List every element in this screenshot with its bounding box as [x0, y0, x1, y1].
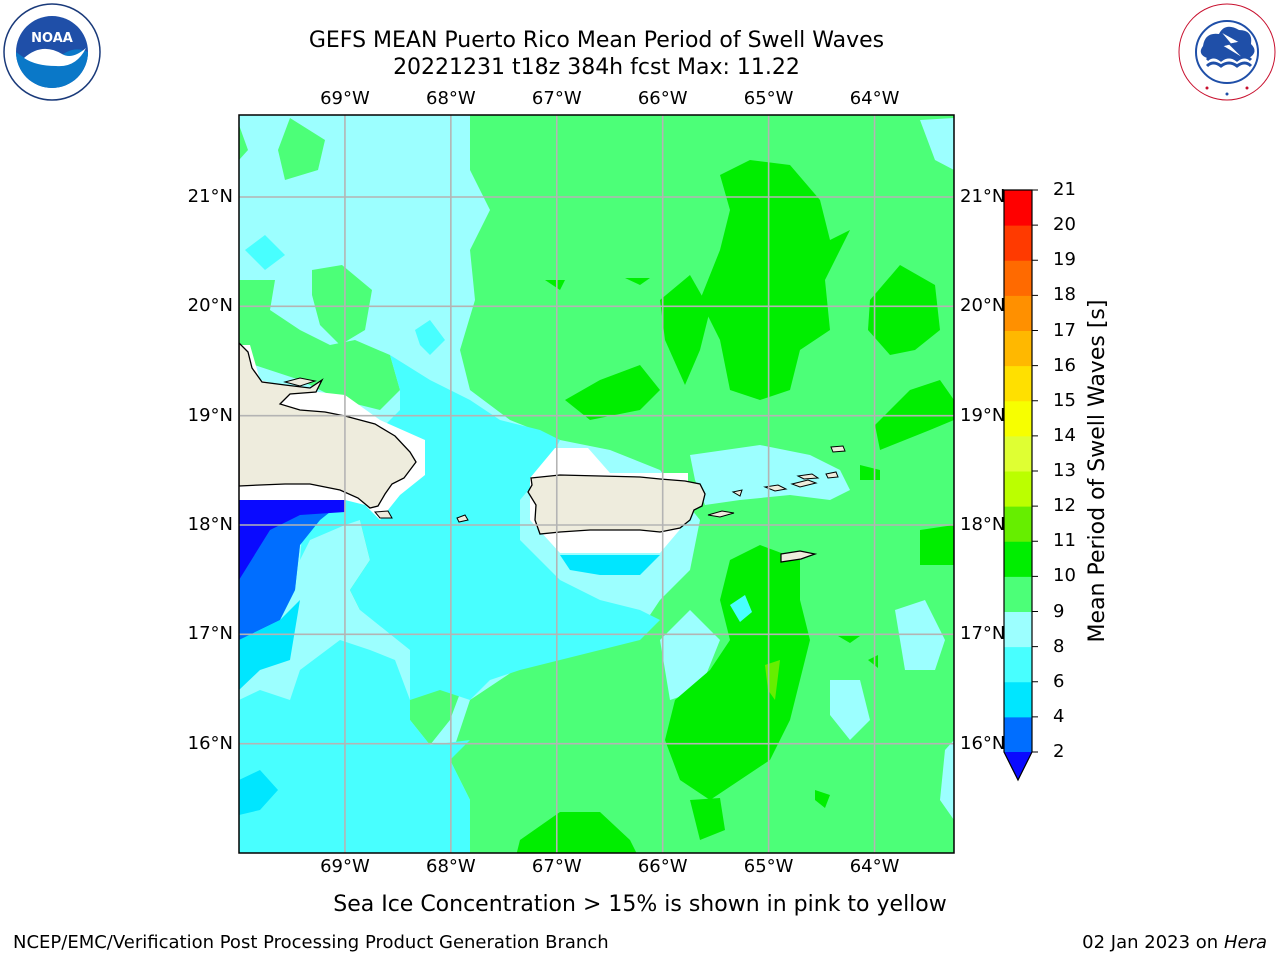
colorbar-bin: [1004, 225, 1032, 261]
colorbar-tick-label: 12: [1053, 495, 1076, 517]
map-frame: [238, 114, 955, 854]
producer-credit: NCEP/EMC/Verification Post Processing Pr…: [13, 932, 609, 953]
colorbar-bin: [1004, 471, 1032, 507]
colorbar-bin: [1004, 365, 1032, 402]
colorbar-tick-label: 10: [1053, 565, 1076, 587]
nws-logo-icon: [1178, 3, 1276, 101]
longitude-tick-top: 68°W: [425, 88, 476, 109]
hispaniola-land: [239, 342, 417, 509]
colorbar-bin: [1004, 190, 1032, 226]
colorbar-tick-label: 21: [1053, 179, 1076, 200]
colorbar-tick-label: 9: [1053, 600, 1065, 622]
longitude-tick-top: 69°W: [320, 88, 370, 109]
colorbar-bin: [1004, 576, 1032, 612]
colorbar-tick-label: 20: [1053, 214, 1076, 236]
colorbar-tick-label: 17: [1053, 319, 1076, 341]
colorbar-bin: [1004, 330, 1032, 367]
latitude-tick-left: 17°N: [187, 623, 233, 645]
longitude-tick-top: 67°W: [531, 88, 582, 109]
latitude-tick-left: 21°N: [187, 186, 233, 207]
latitude-tick-right: 21°N: [960, 186, 1006, 207]
generation-date: 02 Jan 2023 on Hera: [1082, 932, 1267, 954]
latitude-tick-right: 19°N: [960, 404, 1006, 426]
colorbar-extend-min: [1004, 752, 1032, 780]
sea-ice-footnote: Sea Ice Concentration > 15% is shown in …: [333, 892, 947, 917]
colorbar-tick-label: 8: [1053, 635, 1065, 657]
colorbar-outline: [1003, 189, 1033, 782]
longitude-tick-bottom: 69°W: [320, 856, 370, 877]
noaa-text: NOAA: [31, 31, 73, 46]
colorbar-tick-label: 11: [1053, 530, 1076, 552]
machine-name: Hera: [1223, 932, 1267, 953]
st-croix-land: [780, 550, 818, 563]
puerto-rico-land: [527, 474, 706, 535]
colorbar-tick-label: 16: [1053, 354, 1076, 376]
latitude-tick-left: 20°N: [187, 295, 233, 317]
latitude-tick-left: 16°N: [187, 732, 233, 754]
colorbar-tick-label: 14: [1053, 424, 1076, 446]
contour-10-11-north: [700, 160, 850, 400]
colorbar-tick-label: 2: [1053, 741, 1065, 762]
virgin-islands-land: [763, 484, 788, 492]
latitude-tick-left: 19°N: [187, 404, 233, 426]
chart-title: GEFS MEAN Puerto Rico Mean Period of Swe…: [308, 28, 885, 53]
latitude-tick-left: 18°N: [187, 514, 233, 535]
colorbar-bin: [1004, 541, 1032, 577]
swell-period-field: [239, 115, 954, 853]
generation-date-text: 02 Jan 2023 on: [1082, 932, 1224, 953]
colorbar-bin: [1004, 295, 1032, 331]
colorbar: [1003, 189, 1038, 782]
latitude-tick-right: 20°N: [960, 295, 1006, 317]
colorbar-bin: [1004, 506, 1032, 542]
contour-2-4: [239, 500, 345, 580]
colorbar-tick-label: 13: [1053, 460, 1076, 481]
graticule: [239, 115, 954, 853]
colorbar-bin: [1004, 611, 1032, 648]
colorbar-bin: [1004, 435, 1032, 472]
noaa-logo-icon: NOAA: [3, 3, 101, 101]
longitude-tick-bottom: 67°W: [531, 856, 582, 877]
colorbar-bin: [1004, 646, 1032, 683]
contour-10-11-south: [665, 545, 810, 800]
colorbar-bin: [1004, 400, 1032, 437]
colorbar-tick-label: 4: [1053, 705, 1065, 727]
longitude-tick-top: 64°W: [849, 88, 900, 109]
colorbar-tick-label: 15: [1053, 389, 1076, 411]
longitude-tick-bottom: 68°W: [425, 856, 476, 877]
colorbar-bin: [1004, 260, 1032, 296]
longitude-tick-bottom: 65°W: [743, 856, 794, 877]
contour-9-10-nw: [239, 280, 400, 410]
colorbar-label: Mean Period of Swell Waves [s]: [1085, 299, 1110, 643]
longitude-tick-bottom: 66°W: [637, 856, 688, 877]
longitude-tick-top: 65°W: [743, 88, 794, 109]
colorbar-bin: [1004, 681, 1032, 718]
colorbar-tick-label: 18: [1053, 284, 1076, 306]
colorbar-tick-label: 6: [1053, 670, 1065, 692]
latitude-tick-right: 18°N: [960, 514, 1006, 535]
colorbar-tick-label: 19: [1053, 249, 1076, 271]
chart-subtitle: 20221231 t18z 384h fcst Max: 11.22: [393, 55, 800, 80]
latitude-tick-right: 16°N: [960, 732, 1006, 754]
longitude-tick-top: 66°W: [637, 88, 688, 109]
longitude-tick-bottom: 64°W: [849, 856, 900, 877]
latitude-tick-right: 17°N: [960, 623, 1006, 645]
colorbar-bin: [1004, 716, 1032, 753]
